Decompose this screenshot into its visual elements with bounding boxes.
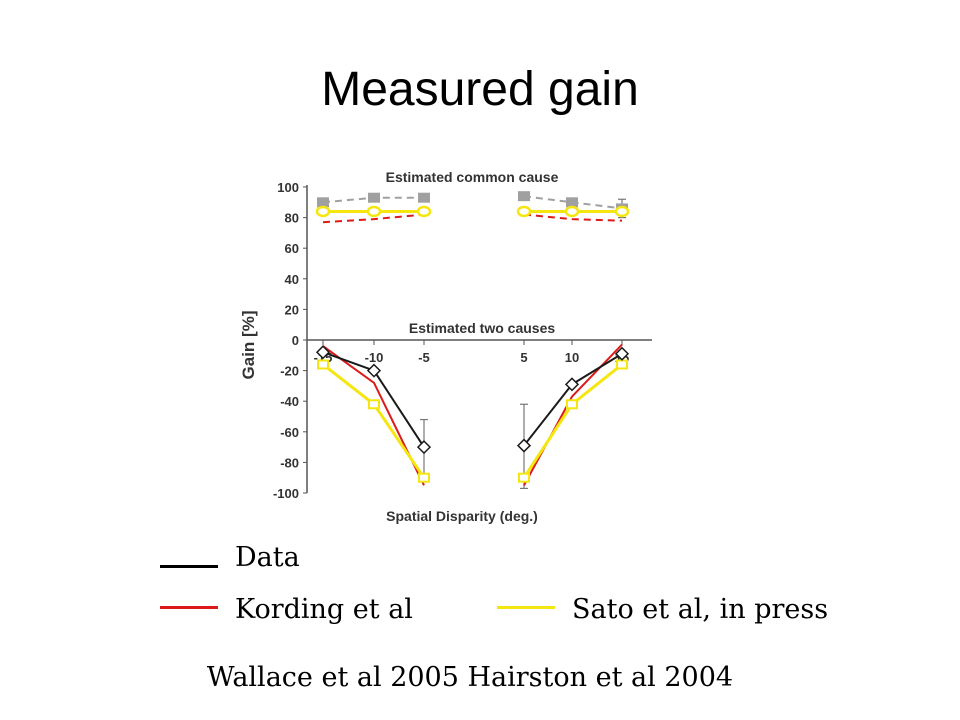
point-sato-et-al-in-press-two	[418, 472, 430, 483]
y-tick-label: 60	[285, 241, 299, 256]
point-sato-et-al-in-press-two	[518, 472, 530, 483]
y-tick-label: -80	[280, 455, 299, 470]
point-sato-et-al-in-press-common	[516, 205, 532, 218]
annotation-two-causes: Estimated two causes	[409, 320, 555, 336]
point-data-common	[566, 197, 578, 208]
point-data-two	[315, 345, 331, 360]
chart-svg: 100806040200-20-40-60-80-100-15-10-55101…	[239, 169, 652, 524]
y-tick-label: -40	[280, 394, 299, 409]
point-data-two	[516, 438, 532, 453]
slide-title: Measured gain	[321, 63, 639, 116]
point-data-common	[317, 197, 329, 208]
point-data-common	[418, 192, 430, 203]
legend-label-sato: Sato et al, in press	[572, 594, 829, 625]
y-tick-label: 100	[277, 180, 299, 195]
point-sato-et-al-in-press-two	[368, 399, 380, 410]
legend-label-data: Data	[235, 542, 300, 573]
annotation-common-cause: Estimated common cause	[386, 169, 559, 185]
point-data-two	[564, 377, 580, 392]
point-sato-et-al-in-press-common	[564, 205, 580, 218]
y-tick-label: 0	[292, 333, 299, 348]
x-tick-label: 10	[565, 350, 579, 365]
point-data-two	[614, 346, 630, 361]
point-data-common	[368, 192, 380, 203]
legend-label-kording: Kording et al	[235, 594, 413, 625]
point-data-two	[416, 440, 432, 455]
point-sato-et-al-in-press-two	[566, 399, 578, 410]
series-line-kording-et-al-common-right	[523, 213, 623, 222]
point-data-common	[518, 191, 530, 202]
series-line-kording-et-al-two-right	[523, 343, 623, 486]
point-sato-et-al-in-press-common	[366, 205, 382, 218]
legend-swatch-sato	[497, 606, 555, 609]
point-sato-et-al-in-press-common	[614, 205, 630, 218]
y-tick-label: -100	[273, 486, 299, 501]
y-tick-label: 80	[285, 211, 299, 226]
point-sato-et-al-in-press-common	[315, 205, 331, 218]
x-tick-label: -10	[365, 350, 384, 365]
series-line-kording-et-al-common-left	[322, 213, 425, 224]
point-sato-et-al-in-press-two	[616, 359, 628, 370]
x-tick-label: 5	[520, 350, 527, 365]
x-axis-label: Spatial Disparity (deg.)	[386, 508, 538, 524]
citation-footer: Wallace et al 2005 Hairston et al 2004	[206, 662, 734, 693]
y-tick-label: 20	[285, 302, 299, 317]
legend-swatch-data	[160, 565, 218, 568]
y-tick-label: 40	[285, 272, 299, 287]
gain-chart: 100806040200-20-40-60-80-100-15-10-55101…	[232, 160, 672, 530]
y-axis-label: Gain [%]	[239, 311, 258, 380]
legend-swatch-kording	[160, 606, 218, 609]
point-sato-et-al-in-press-two	[317, 359, 329, 370]
x-tick-label: -5	[418, 350, 430, 365]
y-tick-label: -20	[280, 364, 299, 379]
point-data-two	[366, 363, 382, 378]
y-tick-label: -60	[280, 425, 299, 440]
point-sato-et-al-in-press-common	[416, 205, 432, 218]
